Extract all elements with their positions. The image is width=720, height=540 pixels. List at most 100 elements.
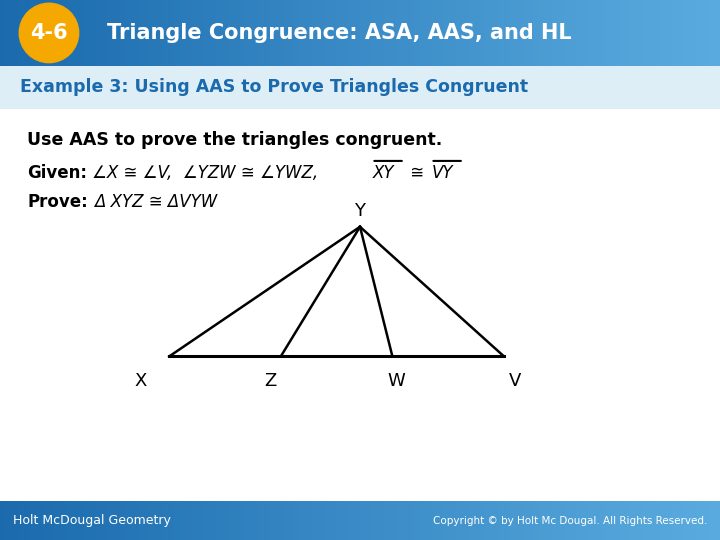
Bar	[642, 0, 648, 66]
Bar	[432, 501, 438, 540]
Bar	[600, 0, 606, 66]
Bar	[306, 501, 312, 540]
Bar	[642, 501, 648, 540]
Bar	[108, 0, 114, 66]
Bar	[420, 501, 426, 540]
Bar	[84, 501, 90, 540]
Bar	[342, 0, 348, 66]
Bar	[156, 501, 162, 540]
Bar	[42, 501, 48, 540]
Bar	[276, 501, 282, 540]
Bar	[150, 0, 156, 66]
Bar	[576, 0, 582, 66]
Bar	[150, 501, 156, 540]
Bar	[6, 501, 12, 540]
Bar	[12, 0, 18, 66]
Bar	[492, 501, 498, 540]
Bar	[174, 0, 180, 66]
Bar	[462, 501, 468, 540]
Bar	[474, 0, 480, 66]
Bar	[708, 501, 714, 540]
Bar	[636, 501, 642, 540]
Bar	[510, 501, 516, 540]
Text: 4-6: 4-6	[30, 23, 68, 43]
Bar	[102, 501, 108, 540]
Bar	[342, 501, 348, 540]
Bar	[114, 501, 120, 540]
Bar	[336, 0, 342, 66]
Bar	[186, 501, 192, 540]
Bar	[276, 0, 282, 66]
Bar	[450, 501, 456, 540]
Bar	[126, 0, 132, 66]
Bar	[48, 501, 54, 540]
Bar	[12, 501, 18, 540]
Text: VY: VY	[432, 164, 454, 182]
Bar	[312, 501, 318, 540]
Bar	[78, 0, 84, 66]
Bar	[672, 0, 678, 66]
Bar	[66, 0, 72, 66]
Bar	[504, 0, 510, 66]
Bar	[222, 501, 228, 540]
Bar	[42, 0, 48, 66]
Bar	[168, 501, 174, 540]
Bar	[402, 501, 408, 540]
Text: W: W	[387, 372, 405, 390]
Bar	[666, 0, 672, 66]
Bar	[696, 0, 702, 66]
Bar	[480, 0, 486, 66]
Bar	[690, 501, 696, 540]
Bar	[270, 0, 276, 66]
Bar	[30, 501, 36, 540]
Bar	[264, 0, 270, 66]
Text: Triangle Congruence: ASA, AAS, and HL: Triangle Congruence: ASA, AAS, and HL	[107, 23, 571, 43]
Bar	[372, 0, 378, 66]
Bar	[552, 0, 558, 66]
Bar	[252, 0, 258, 66]
Bar	[168, 0, 174, 66]
Bar	[540, 501, 546, 540]
Bar	[36, 501, 42, 540]
Bar	[300, 501, 306, 540]
Bar	[360, 501, 366, 540]
Bar	[318, 0, 324, 66]
Bar	[246, 501, 252, 540]
Bar	[702, 0, 708, 66]
Bar	[300, 0, 306, 66]
Bar	[18, 0, 24, 66]
Bar	[378, 501, 384, 540]
Bar	[396, 0, 402, 66]
Bar	[648, 501, 654, 540]
Text: XY: XY	[373, 164, 395, 182]
Bar	[336, 501, 342, 540]
Bar	[444, 501, 450, 540]
Bar	[438, 0, 444, 66]
Bar	[90, 501, 96, 540]
Bar	[564, 0, 570, 66]
Bar	[714, 0, 720, 66]
Bar	[636, 0, 642, 66]
Bar	[240, 0, 246, 66]
Bar	[204, 501, 210, 540]
Bar	[426, 0, 432, 66]
Bar	[228, 0, 234, 66]
Bar	[18, 501, 24, 540]
Bar	[600, 501, 606, 540]
Bar	[36, 0, 42, 66]
Bar	[186, 0, 192, 66]
Bar	[588, 501, 594, 540]
Bar	[630, 0, 636, 66]
Bar	[450, 0, 456, 66]
Bar	[240, 501, 246, 540]
Bar	[678, 501, 684, 540]
Bar	[294, 0, 300, 66]
Bar	[66, 501, 72, 540]
Text: ≅: ≅	[405, 164, 429, 182]
Bar	[528, 0, 534, 66]
Bar	[120, 501, 126, 540]
Bar	[294, 501, 300, 540]
Bar	[420, 0, 426, 66]
Bar	[546, 0, 552, 66]
Text: Holt McDougal Geometry: Holt McDougal Geometry	[13, 514, 171, 527]
